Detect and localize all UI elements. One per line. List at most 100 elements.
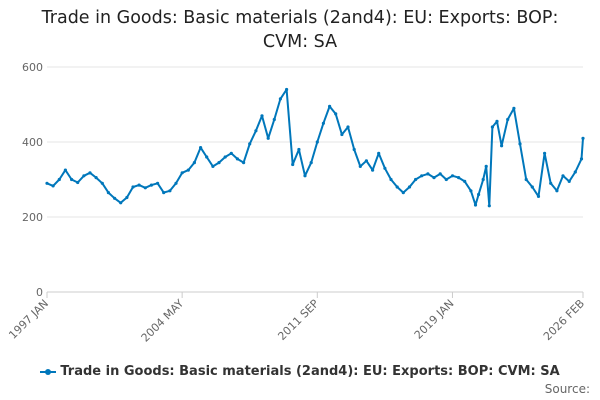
- data-point: [143, 186, 147, 190]
- x-tick-label: 2019 JAN: [412, 297, 457, 342]
- data-point: [168, 189, 172, 193]
- data-point: [76, 180, 80, 185]
- data-point: [463, 179, 467, 183]
- axes: 0 200 400 600 1997 JAN 2004 MAY 2011 SEP 2019 J…: [6, 61, 587, 345]
- data-point: [395, 185, 399, 189]
- data-point: [303, 174, 307, 178]
- data-point: [229, 151, 233, 155]
- y-tick-label: 600: [22, 61, 43, 74]
- data-point: [211, 164, 215, 168]
- data-point: [100, 181, 104, 185]
- data-point: [125, 195, 129, 200]
- data-point: [414, 177, 418, 182]
- data-point: [199, 146, 203, 150]
- data-point: [579, 157, 584, 161]
- data-point: [506, 117, 510, 122]
- data-point: [567, 179, 571, 183]
- data-point: [457, 176, 461, 180]
- x-tick-label: 2026 FEB: [541, 297, 587, 343]
- data-point: [377, 151, 381, 155]
- data-point: [549, 181, 553, 185]
- data-point: [70, 177, 74, 182]
- data-point: [63, 168, 67, 172]
- legend-label: Trade in Goods: Basic materials (2and4):…: [60, 364, 560, 379]
- data-point: [192, 161, 196, 165]
- data-point: [205, 155, 209, 159]
- data-point: [321, 121, 325, 125]
- chart-title: Trade in Goods: Basic materials (2and4):…: [41, 8, 559, 52]
- data-point: [223, 155, 227, 159]
- data-point: [536, 194, 541, 198]
- data-point: [407, 185, 412, 189]
- data-point: [334, 112, 338, 116]
- data-point: [473, 203, 478, 207]
- data-point: [469, 189, 473, 193]
- data-point: [106, 191, 110, 195]
- data-point: [518, 142, 522, 146]
- legend-line-marker-icon: [40, 367, 57, 377]
- data-point: [477, 192, 481, 197]
- data-point: [248, 142, 252, 146]
- y-tick-label: 400: [22, 136, 43, 149]
- gridlines: [47, 66, 583, 218]
- data-point: [149, 183, 153, 187]
- data-point: [401, 191, 405, 195]
- data-point: [358, 164, 362, 168]
- data-point: [266, 136, 270, 140]
- data-point: [490, 125, 494, 129]
- data-point: [186, 168, 190, 172]
- data-point: [530, 185, 534, 189]
- data-point: [119, 201, 123, 205]
- series-layer: [45, 87, 585, 208]
- data-point: [137, 183, 141, 187]
- data-point: [328, 104, 332, 108]
- data-point: [254, 129, 258, 133]
- data-point: [432, 176, 436, 180]
- data-point: [51, 184, 55, 188]
- data-point: [180, 171, 184, 175]
- y-tick-label: 200: [22, 211, 43, 224]
- data-point: [346, 125, 350, 129]
- data-point: [573, 170, 577, 174]
- data-point: [500, 144, 504, 148]
- data-point: [484, 164, 488, 168]
- data-point: [235, 157, 239, 161]
- x-tick-label: 2011 SEP: [275, 297, 321, 343]
- data-point: [555, 189, 559, 193]
- data-point: [364, 159, 368, 163]
- data-point: [131, 185, 135, 189]
- data-point: [371, 168, 375, 172]
- data-point: [426, 172, 430, 176]
- data-point: [113, 196, 117, 200]
- data-point: [420, 174, 424, 178]
- data-point: [581, 136, 585, 140]
- data-point: [88, 171, 92, 175]
- data-point: [156, 181, 160, 185]
- data-point: [297, 147, 301, 152]
- x-tick-label: 2004 MAY: [139, 297, 187, 345]
- legend[interactable]: Trade in Goods: Basic materials (2and4):…: [0, 364, 600, 379]
- data-point: [487, 204, 491, 208]
- data-point: [352, 147, 356, 152]
- data-point: [389, 177, 393, 182]
- data-point: [438, 172, 442, 176]
- data-point: [45, 181, 49, 185]
- data-point: [383, 166, 387, 170]
- data-point: [242, 161, 246, 165]
- data-point: [481, 177, 485, 182]
- data-point: [450, 174, 455, 178]
- data-point: [561, 174, 565, 178]
- data-point: [272, 117, 276, 122]
- data-point: [340, 132, 344, 137]
- data-point: [291, 162, 295, 167]
- data-point: [309, 161, 313, 165]
- series-line: [46, 88, 584, 207]
- source-label: Source:: [544, 382, 590, 396]
- data-point: [82, 174, 86, 178]
- data-point: [495, 119, 499, 123]
- data-point: [278, 97, 282, 101]
- data-point: [260, 114, 264, 118]
- data-point: [57, 177, 61, 182]
- data-point: [524, 177, 528, 182]
